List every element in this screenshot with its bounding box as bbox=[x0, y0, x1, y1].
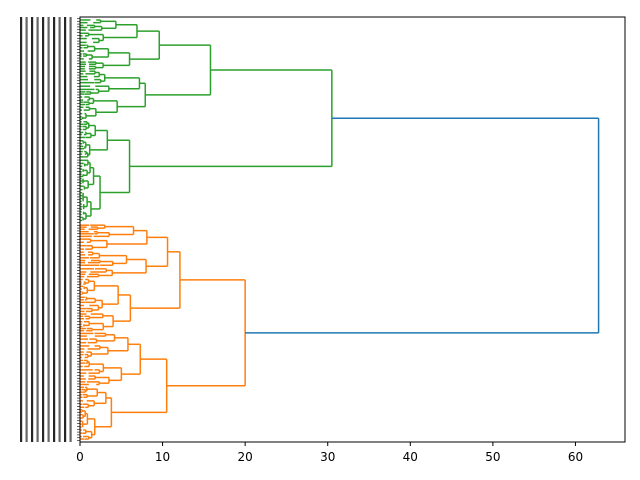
leaf-label-column bbox=[25, 17, 28, 442]
plot-frame bbox=[79, 16, 626, 443]
leaf-label-column bbox=[42, 17, 45, 442]
x-tick-label: 50 bbox=[485, 450, 500, 464]
x-tick-label: 40 bbox=[403, 450, 418, 464]
leaf-label-column bbox=[47, 17, 50, 442]
leaf-label-column bbox=[64, 17, 67, 442]
x-tick-label: 10 bbox=[155, 450, 170, 464]
leaf-labels bbox=[20, 17, 80, 442]
x-tick-label: 0 bbox=[76, 450, 84, 464]
leaf-label-column bbox=[69, 17, 72, 442]
x-axis-ticks: 0 10 20 30 40 50 60 bbox=[76, 442, 583, 464]
x-tick-label: 30 bbox=[320, 450, 335, 464]
leaf-label-column bbox=[20, 17, 23, 442]
leaf-label-column bbox=[58, 17, 61, 442]
x-tick-label: 20 bbox=[238, 450, 253, 464]
x-tick-label: 60 bbox=[568, 450, 583, 464]
dendrogram-links bbox=[80, 19, 600, 440]
leaf-label-column bbox=[53, 17, 56, 442]
leaf-label-column bbox=[31, 17, 34, 442]
leaf-label-column bbox=[36, 17, 39, 442]
